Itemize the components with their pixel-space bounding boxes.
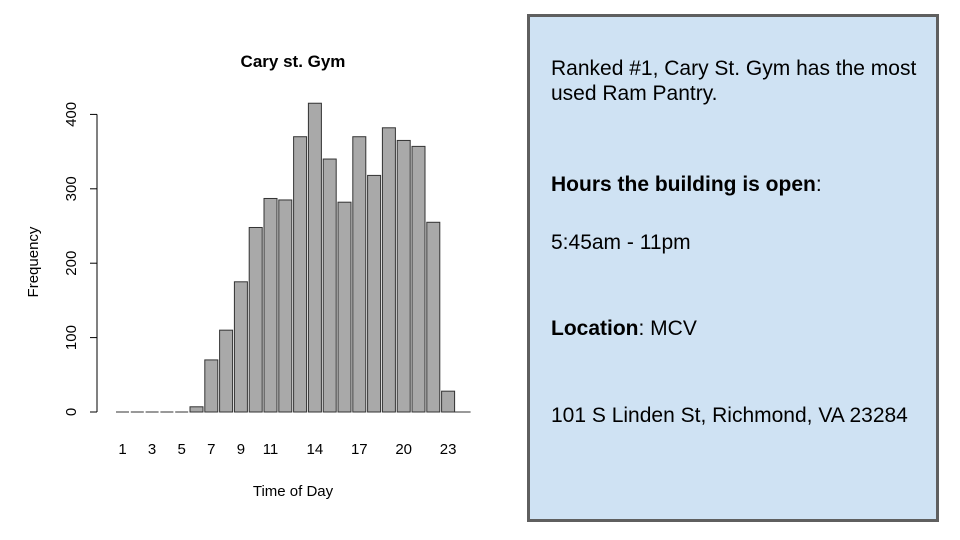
x-axis-tick-labels: 1 3 5 7 9 11 14 17 20 23: [118, 441, 456, 458]
bar-16: [337, 201, 352, 413]
location-value: : MCV: [638, 317, 697, 340]
x-tick-label: 17: [351, 441, 368, 458]
bar-15: [322, 158, 337, 413]
y-axis: 0 100 200 300 400: [63, 102, 98, 416]
hours-value: 5:45am - 11pm: [551, 231, 691, 254]
bar-12: [278, 199, 293, 413]
x-tick-label: 11: [263, 441, 279, 458]
x-axis-label: Time of Day: [253, 483, 334, 500]
y-tick-label: 400: [63, 102, 80, 127]
y-axis-label: Frequency: [25, 226, 42, 297]
bar-13: [293, 136, 308, 413]
bar-14: [307, 102, 322, 413]
x-tick-label: 3: [148, 441, 156, 458]
bar-17: [352, 136, 367, 413]
info-panel: Ranked #1, Cary St. Gym has the most use…: [527, 14, 939, 522]
address-text: 101 S Linden St, Richmond, VA 23284: [551, 404, 908, 427]
y-tick-label: 0: [63, 408, 80, 416]
hours-label: Hours the building is open: [551, 173, 816, 196]
y-tick-label: 300: [63, 176, 80, 201]
bar-22: [426, 221, 441, 413]
x-tick-label: 14: [307, 441, 324, 458]
bar-19: [381, 127, 396, 413]
bars-group: [116, 102, 471, 413]
x-tick-label: 9: [237, 441, 245, 458]
ranking-text: Ranked #1, Cary St. Gym has the most use…: [551, 57, 917, 105]
frequency-bar-chart: Cary st. Gym 0 100 200 300 400 1 3 5 7 9 11 14 17 20…: [25, 52, 471, 500]
bar-11: [263, 197, 278, 413]
x-tick-label: 23: [440, 441, 457, 458]
x-tick-label: 20: [395, 441, 412, 458]
bar-6: [189, 406, 204, 413]
hours-heading: Hours the building is open:: [551, 172, 918, 197]
bar-23: [441, 390, 456, 413]
bar-10: [248, 226, 263, 413]
bar-20: [396, 139, 411, 413]
y-tick-label: 200: [63, 251, 80, 276]
y-tick-label: 100: [63, 325, 80, 350]
location-label: Location: [551, 317, 639, 340]
chart-title: Cary st. Gym: [241, 52, 346, 71]
x-tick-label: 7: [207, 441, 215, 458]
bar-7: [204, 359, 219, 413]
bar-18: [367, 174, 382, 413]
bar-21: [411, 145, 426, 413]
x-tick-label: 5: [178, 441, 186, 458]
location-line: Location: MCV: [551, 316, 918, 341]
hours-colon: :: [815, 173, 822, 196]
bar-9: [233, 281, 248, 413]
bar-8: [219, 329, 234, 413]
x-tick-label: 1: [118, 441, 126, 458]
